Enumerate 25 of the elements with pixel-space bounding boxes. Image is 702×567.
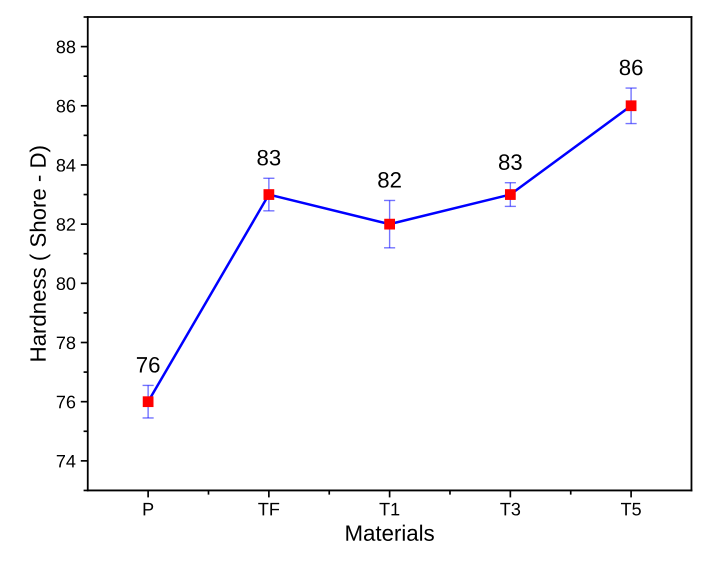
x-tick-label: T3: [500, 502, 520, 516]
data-label: 86: [620, 60, 642, 76]
x-axis-title: Materials: [346, 524, 434, 541]
data-label: 83: [257, 150, 280, 166]
y-tick-label: 86: [56, 100, 76, 112]
x-tick-label: T5: [620, 502, 641, 516]
y-tick-label: 82: [56, 218, 76, 231]
y-tick-label: 74: [56, 454, 76, 468]
y-axis-title: Hardness ( Shore - D): [30, 146, 50, 361]
point: [263, 189, 274, 200]
x-tick-label: TF: [258, 502, 280, 516]
y-tick-label: 88: [56, 40, 76, 54]
point: [626, 100, 636, 112]
x-tick-label: P: [144, 502, 154, 516]
data-label: 82: [378, 172, 401, 188]
y-tick-label: 80: [56, 277, 76, 290]
point: [504, 189, 516, 200]
point: [384, 218, 395, 230]
point: [142, 396, 154, 408]
y-tick-label: 76: [56, 396, 76, 408]
x-tick-label: T1: [379, 502, 400, 516]
data-label: 76: [136, 356, 160, 373]
data-label: 83: [498, 154, 522, 170]
y-tick-label: 78: [56, 336, 76, 350]
y-tick-label: 84: [56, 158, 76, 172]
